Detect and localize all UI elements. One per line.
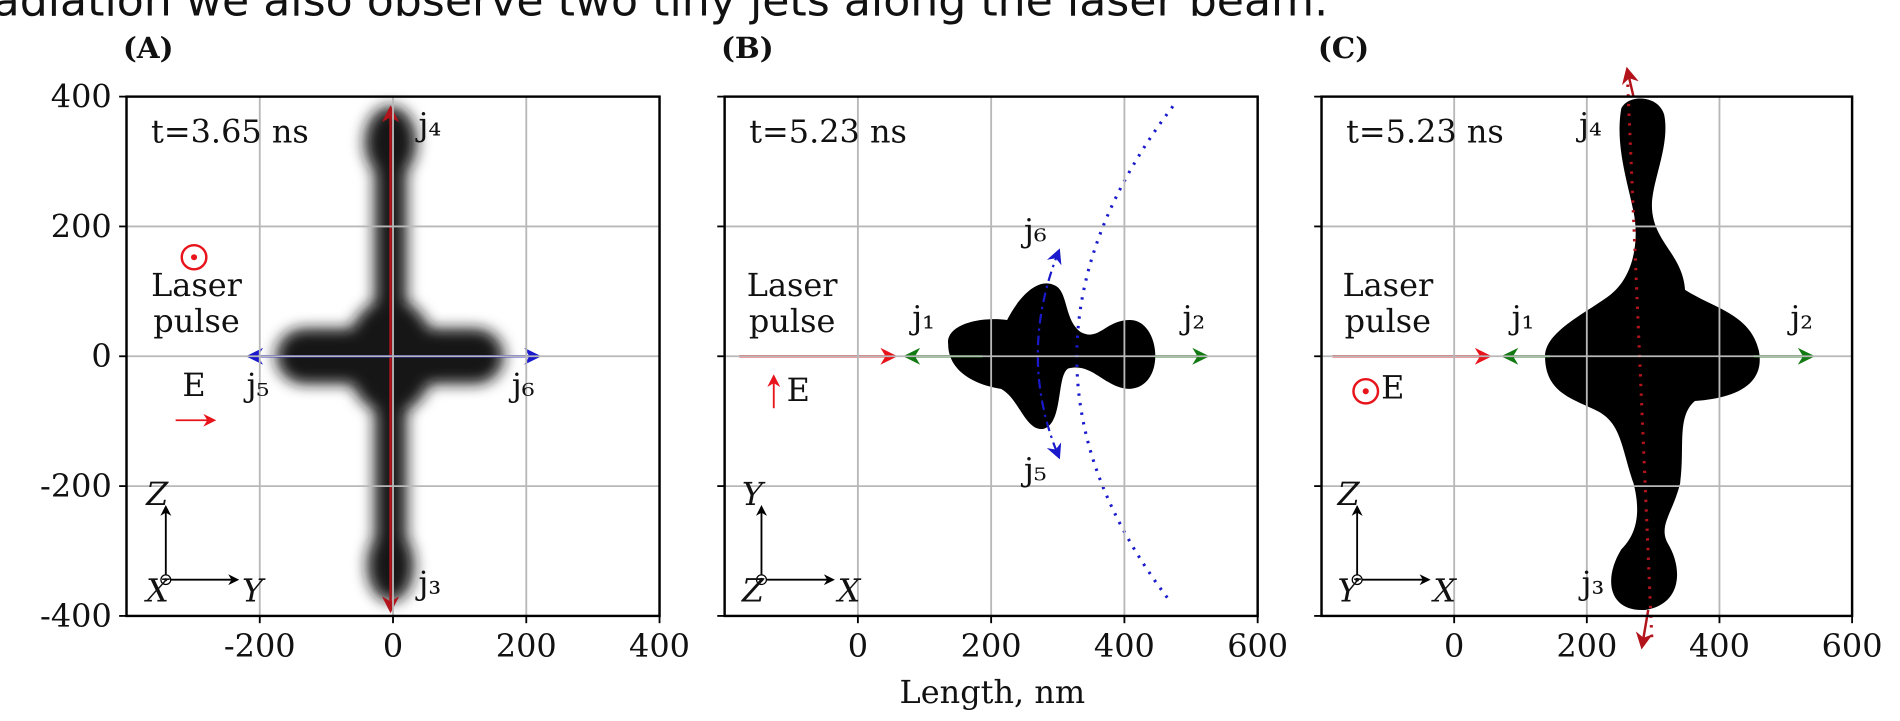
annotation: Laser	[747, 268, 839, 304]
annotation: j₅	[243, 368, 270, 404]
axis-icon-label: Z	[1336, 477, 1360, 513]
axis-icon-label: X	[143, 574, 170, 610]
annotation: pulse	[749, 304, 835, 340]
axis-icon-label: Y	[742, 477, 766, 513]
x-tick-label: 600	[1227, 629, 1288, 665]
annotation: j₄	[1575, 107, 1602, 143]
axis-icon-label: X	[835, 574, 862, 610]
time-label: t=3.65 ns	[151, 115, 309, 151]
x-tick-label: 200	[1556, 629, 1617, 665]
axis-icon-label: Z	[741, 574, 765, 610]
panel-label: (C)	[1318, 31, 1369, 65]
x-tick-label: 600	[1822, 629, 1883, 665]
annotation: j₃	[414, 566, 441, 602]
x-tick-label: 400	[1094, 629, 1155, 665]
annotation: j₅	[1020, 453, 1047, 489]
plot-frame	[125, 95, 661, 618]
x-tick-label: -200	[224, 629, 296, 665]
x-tick-label: 400	[629, 629, 690, 665]
axis-icon-origin	[759, 577, 764, 582]
jet-image-c	[1545, 98, 1760, 611]
x-tick-label: 0	[1444, 629, 1464, 665]
annotation: j₁	[1508, 301, 1535, 337]
x-axis-label: Length, nm	[900, 675, 1086, 711]
annotation: pulse	[153, 304, 239, 340]
y-tick-label: -400	[40, 599, 112, 635]
time-label: t=5.23 ns	[1346, 115, 1504, 151]
x-tick-label: 0	[848, 629, 868, 665]
y-tick-label: 200	[51, 210, 112, 246]
annotation: j₄	[414, 107, 441, 143]
plot-frame	[723, 95, 1259, 618]
y-tick-label: 0	[91, 339, 111, 375]
annotation: E	[182, 368, 205, 404]
axis-icon-label: Y	[1337, 574, 1361, 610]
plot-frame	[1320, 95, 1854, 618]
annotation: j₆	[1020, 214, 1047, 250]
annotation: j₆	[508, 368, 535, 404]
y-tick-label: -200	[40, 469, 112, 505]
annotation: j₂	[1178, 301, 1205, 337]
annotation: pulse	[1345, 304, 1431, 340]
axis-icon-label: X	[1430, 574, 1457, 610]
annotation: j₂	[1786, 301, 1813, 337]
x-tick-label: 200	[961, 629, 1022, 665]
annotation: Laser	[151, 268, 243, 304]
annotation: E	[787, 373, 810, 409]
annotation: j₃	[1578, 566, 1605, 602]
axis-icon-label: Z	[145, 477, 169, 513]
axis-icon-origin	[1355, 577, 1359, 582]
time-label: t=5.23 ns	[749, 115, 907, 151]
x-tick-label: 200	[496, 629, 557, 665]
axis-icon-label: Y	[242, 574, 266, 610]
x-tick-label: 400	[1689, 629, 1750, 665]
annotation: j₁	[908, 301, 935, 337]
header-text: adiation we also observe two tiny jets a…	[0, 0, 1328, 27]
y-tick-label: 400	[51, 80, 112, 116]
annotation: Laser	[1342, 268, 1434, 304]
annotation: E	[1381, 371, 1404, 407]
panel-label: (A)	[123, 31, 174, 65]
axis-icon-origin	[164, 578, 168, 582]
panel-label: (B)	[721, 31, 774, 65]
x-tick-label: 0	[383, 629, 403, 665]
